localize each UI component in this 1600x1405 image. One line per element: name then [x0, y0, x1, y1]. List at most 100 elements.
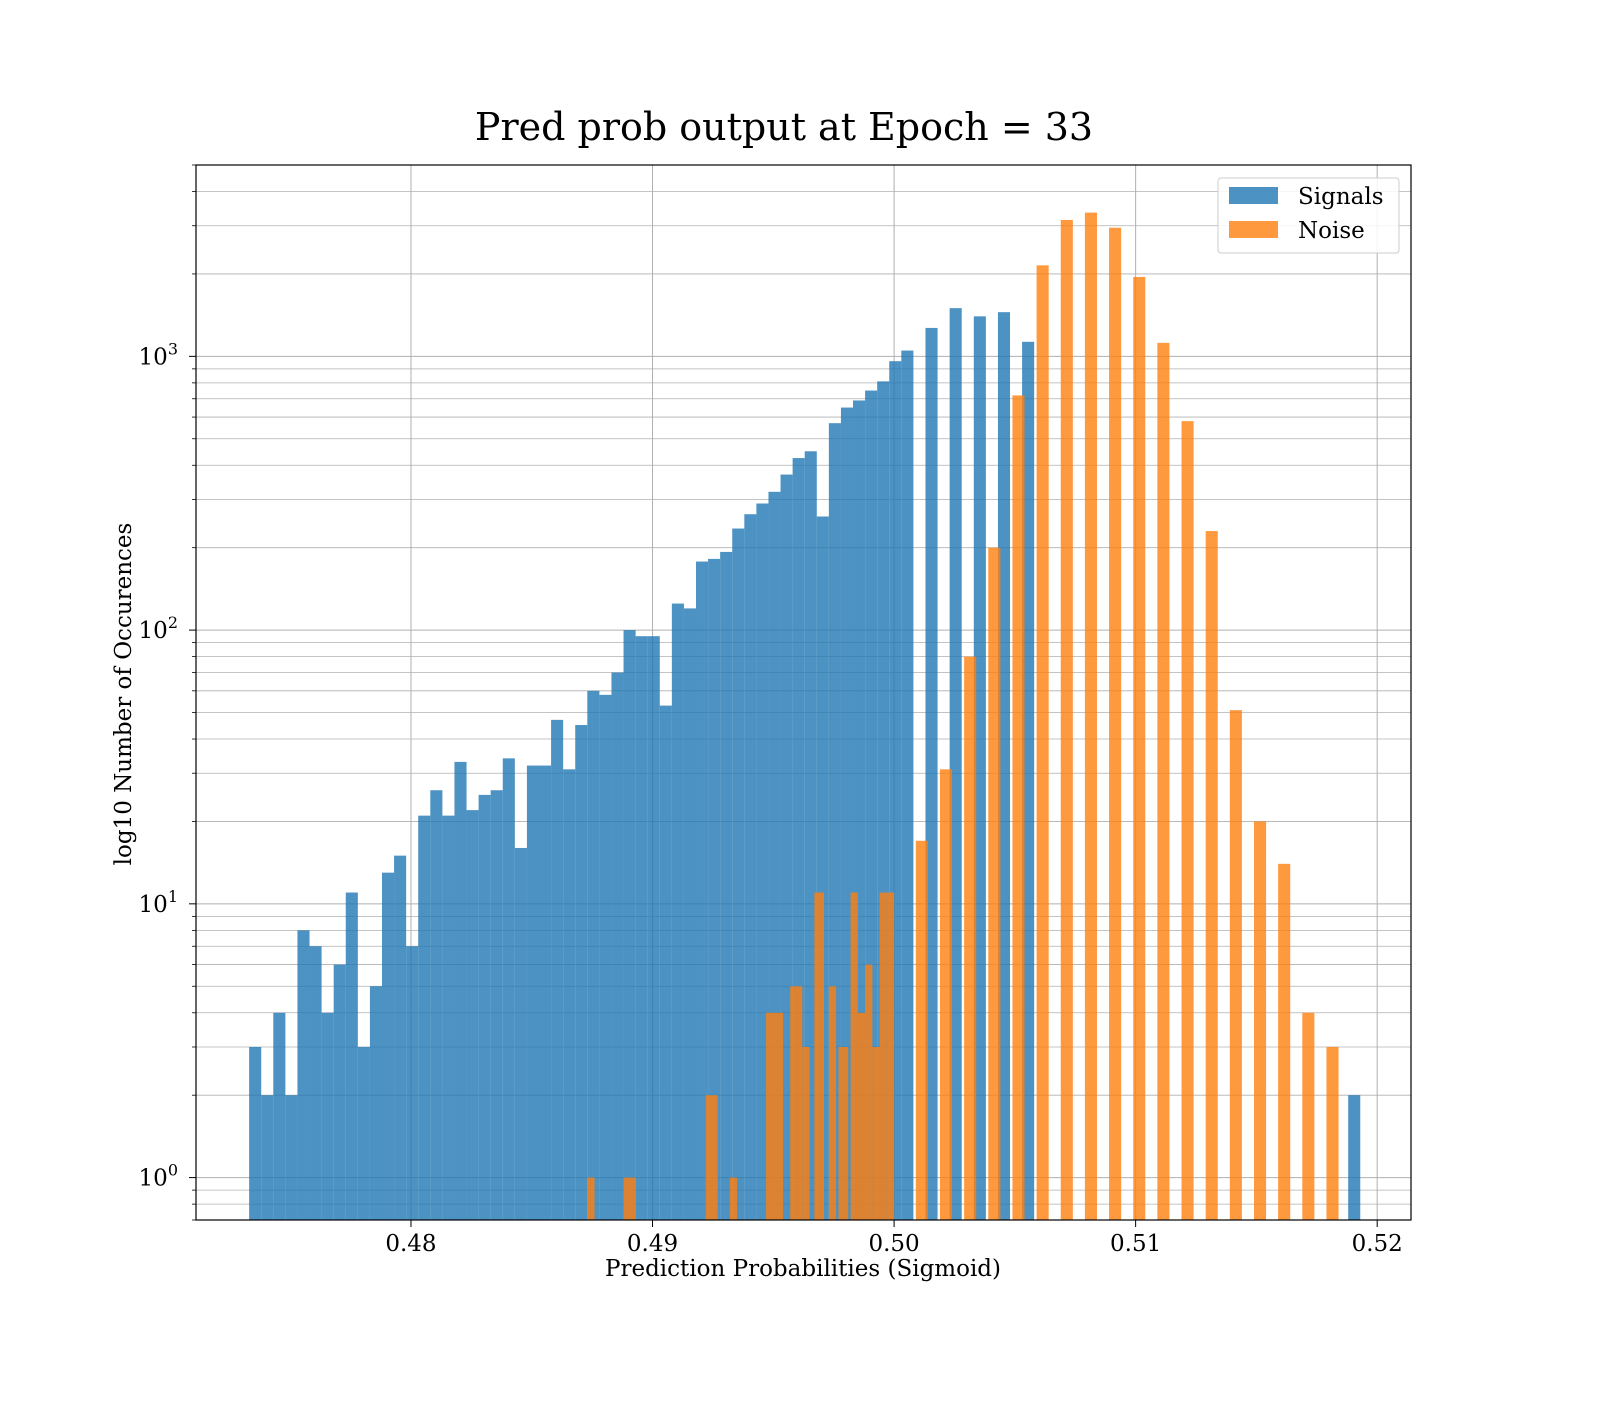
bar-noise [587, 1177, 595, 1220]
bar-signals [683, 608, 697, 1220]
bar-signals [406, 946, 419, 1220]
y-tick-exponent: 1 [168, 887, 178, 906]
bar-signals [659, 705, 672, 1220]
bar-noise [964, 656, 977, 1220]
bar-signals [635, 636, 648, 1220]
bar-signals [1022, 341, 1035, 1220]
y-tick-exponent: 0 [168, 1161, 178, 1180]
bar-signals [454, 761, 467, 1220]
bar-signals [720, 551, 733, 1220]
bar-noise [1084, 212, 1097, 1221]
bar-noise [623, 1177, 636, 1220]
bar-noise [790, 986, 803, 1220]
bar-signals [357, 1046, 370, 1220]
bar-noise [705, 1095, 718, 1220]
bar-signals [756, 503, 769, 1220]
bar-signals [587, 690, 600, 1220]
bar-noise [879, 892, 887, 1220]
bar-noise [1181, 421, 1194, 1221]
y-tick-label: 101 [139, 887, 178, 918]
bar-noise [850, 892, 858, 1220]
bar-signals [611, 672, 624, 1220]
bar-signals [840, 407, 854, 1220]
bar-noise [1253, 821, 1267, 1220]
bar-noise [1302, 1012, 1315, 1220]
y-tick-label: 103 [139, 339, 178, 370]
plot-frame [195, 164, 1412, 1221]
bar-noise [766, 1012, 783, 1220]
bar-signals [297, 930, 310, 1220]
bar-signals [249, 1046, 262, 1220]
bar-signals [478, 794, 491, 1220]
x-axis-ticks: 0.48 0.49 0.50 0.51 0.52 [385, 1220, 1403, 1257]
bar-noise [857, 1012, 866, 1220]
bar-signals [575, 725, 588, 1220]
bar-signals [551, 719, 564, 1220]
bar-noise [939, 769, 953, 1220]
x-tick-label: 0.48 [385, 1231, 436, 1257]
legend-swatch-noise [1229, 221, 1278, 238]
x-tick-label: 0.52 [1352, 1231, 1403, 1257]
bar-signals [949, 308, 962, 1220]
bar-noise [1012, 395, 1025, 1221]
bar-noise [886, 892, 895, 1220]
bar-signals [345, 892, 358, 1220]
bar-signals [563, 769, 576, 1220]
legend: Signals Noise [1217, 177, 1400, 254]
bar-noise [729, 1177, 738, 1220]
bar-noise [1036, 265, 1049, 1220]
x-tick-label: 0.49 [627, 1231, 678, 1257]
legend-label-signals: Signals [1298, 184, 1384, 210]
chart-title: Pred prob output at Epoch = 33 [475, 105, 1093, 149]
bar-noise [872, 1046, 880, 1220]
histogram-bars [249, 212, 1361, 1221]
bar-signals [623, 630, 636, 1220]
bar-signals [442, 815, 455, 1220]
bar-noise [1109, 227, 1122, 1220]
bar-signals [526, 765, 540, 1220]
bar-signals [333, 964, 346, 1220]
bar-signals [273, 1012, 286, 1220]
bar-noise [988, 547, 1001, 1220]
bar-noise [828, 986, 837, 1220]
bar-signals [418, 815, 431, 1220]
x-axis-label: Prediction Probabilities (Sigmoid) [605, 1256, 1001, 1282]
x-tick-label: 0.51 [1110, 1231, 1161, 1257]
bar-signals [647, 636, 660, 1220]
bar-noise [1205, 531, 1218, 1220]
bar-noise [915, 840, 928, 1220]
bar-noise [1157, 342, 1170, 1221]
bar-signals [394, 855, 407, 1220]
bar-signals [708, 558, 721, 1220]
bar-noise [1229, 710, 1242, 1220]
bar-signals [744, 514, 757, 1220]
bar-signals [309, 946, 322, 1220]
bar-signals [285, 1095, 298, 1220]
y-tick-exponent: 2 [168, 613, 178, 632]
bar-signals [369, 986, 382, 1220]
bar-signals [925, 327, 938, 1221]
bar-signals [780, 474, 793, 1220]
bar-signals [261, 1095, 274, 1220]
bar-signals [997, 312, 1011, 1220]
bar-signals [599, 694, 612, 1220]
x-tick-label: 0.50 [868, 1231, 919, 1257]
bar-noise [1133, 276, 1146, 1221]
bar-noise [838, 1046, 849, 1220]
y-tick-exponent: 3 [168, 339, 178, 358]
bar-signals [430, 790, 443, 1220]
bar-noise [1326, 1046, 1339, 1220]
bar-signals [901, 350, 914, 1220]
bar-signals [671, 603, 684, 1220]
bar-signals [321, 1012, 334, 1220]
bar-signals [514, 847, 527, 1220]
bar-signals [696, 561, 709, 1220]
legend-swatch-signals [1229, 187, 1278, 204]
bar-signals [804, 451, 817, 1220]
bar-signals [732, 528, 745, 1220]
bar-signals [539, 765, 552, 1220]
bar-signals [973, 316, 986, 1221]
bar-noise [802, 1046, 810, 1220]
